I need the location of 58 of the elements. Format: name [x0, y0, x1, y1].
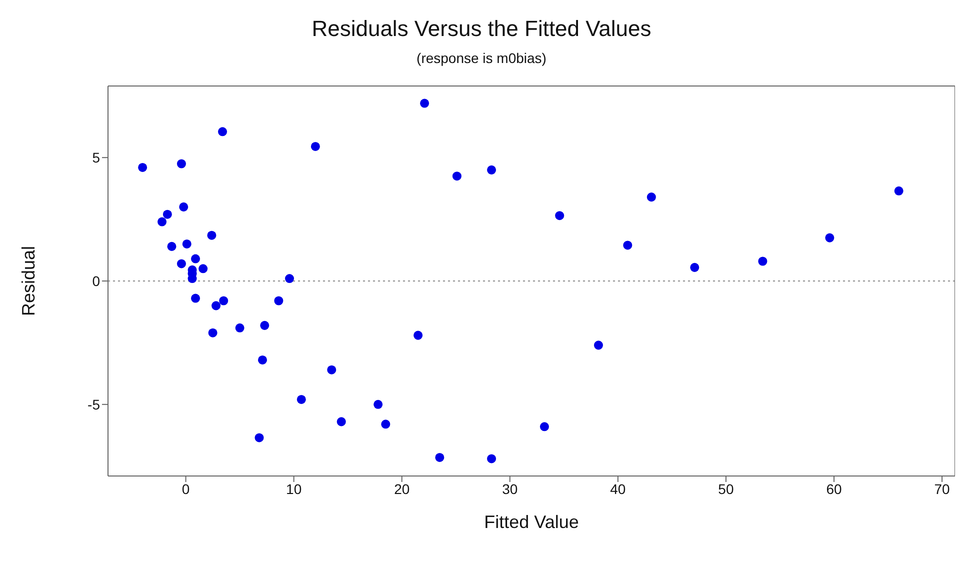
- point: [374, 400, 383, 409]
- point: [198, 264, 208, 274]
- point: [190, 254, 200, 264]
- point: [420, 98, 430, 108]
- x-tick-label: 40: [610, 480, 626, 497]
- point: [179, 202, 188, 212]
- point: [235, 323, 244, 332]
- point: [825, 233, 834, 242]
- point: [207, 230, 216, 240]
- point: [594, 340, 603, 350]
- x-tick-label: 60: [826, 480, 842, 497]
- chart-title: Residuals Versus the Fitted Values: [310, 15, 652, 42]
- point: [452, 172, 462, 181]
- x-axis-title: Fitted Value: [484, 512, 579, 532]
- point: [646, 192, 656, 202]
- y-tick-label: 0: [92, 272, 100, 289]
- point: [555, 211, 564, 220]
- point: [260, 320, 270, 330]
- chart-subtitle: (response is m0bias): [416, 50, 548, 66]
- point: [414, 330, 423, 340]
- point: [162, 210, 172, 219]
- point: [690, 262, 700, 272]
- point: [254, 433, 264, 442]
- point: [487, 165, 496, 174]
- point: [219, 296, 228, 306]
- point: [176, 159, 186, 168]
- point: [274, 296, 284, 306]
- point: [381, 420, 390, 429]
- point: [258, 355, 268, 364]
- y-tick-label: -5: [88, 396, 100, 412]
- point: [212, 301, 221, 310]
- point: [182, 239, 192, 248]
- point: [487, 454, 496, 464]
- point: [190, 294, 200, 303]
- point: [894, 186, 904, 196]
- y-tick-label: 5: [92, 150, 100, 166]
- point: [167, 242, 176, 251]
- x-tick-label: 20: [394, 480, 410, 497]
- point: [158, 217, 167, 226]
- point: [435, 452, 444, 462]
- x-tick-label: 10: [286, 480, 302, 497]
- point: [336, 417, 346, 426]
- x-tick-label: 30: [502, 480, 518, 497]
- point: [176, 259, 186, 268]
- point: [296, 394, 306, 404]
- point: [138, 162, 148, 172]
- point: [310, 142, 320, 151]
- x-tick-label: 0: [182, 480, 190, 497]
- x-tick-label: 50: [718, 480, 734, 497]
- y-axis-title: Residual: [18, 246, 38, 316]
- point: [218, 127, 228, 136]
- point: [758, 256, 768, 266]
- x-tick-label: 70: [934, 480, 950, 497]
- point: [284, 274, 294, 284]
- point: [540, 422, 549, 432]
- point: [208, 328, 218, 338]
- point: [327, 365, 336, 374]
- point: [623, 240, 632, 250]
